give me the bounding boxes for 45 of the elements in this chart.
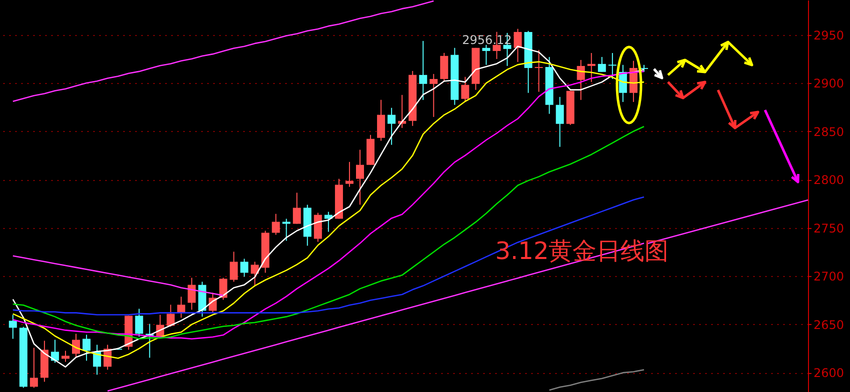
candlestick: [250, 261, 259, 286]
candlestick: [8, 314, 17, 340]
line-series: [548, 369, 645, 391]
candlestick: [272, 213, 280, 236]
y-tick-label: 2850: [814, 124, 844, 139]
candlestick: [514, 28, 522, 62]
y-tick-label: 2650: [814, 318, 844, 332]
candlestick: [534, 49, 543, 92]
candlestick: [419, 40, 428, 100]
y-tick-label: 2600: [814, 366, 844, 380]
candlestick: [461, 76, 470, 102]
y-tick-label: 2700: [814, 270, 844, 284]
candlestick: [188, 277, 196, 310]
candlestick: [608, 52, 616, 80]
candlestick: [482, 44, 490, 66]
candlestick: [282, 218, 290, 242]
line-series: [12, 0, 434, 102]
candlestick: [61, 350, 70, 362]
y-tick-label: 2800: [814, 173, 844, 188]
candlestick: [240, 258, 248, 278]
candlestick: [388, 107, 396, 146]
y-tick-label: 2900: [814, 76, 844, 91]
candlestick: [82, 334, 91, 362]
candlestick: [356, 149, 364, 206]
candlestick: [177, 296, 186, 318]
candlestick: [576, 59, 585, 100]
candlestick: [587, 52, 596, 82]
candlestick: [135, 308, 144, 338]
y-tick-label: 2950: [814, 28, 844, 42]
line-series: [12, 126, 645, 340]
candlestick: [314, 212, 322, 242]
candlestick: [30, 347, 38, 388]
candlestick: [440, 52, 448, 82]
candlestick: [230, 251, 238, 282]
candlestick: [292, 192, 301, 224]
candlestick: [598, 56, 606, 72]
candlestick: [72, 333, 80, 358]
y-tick-label: 2750: [814, 221, 844, 236]
candlestick: [430, 73, 438, 118]
candlestick: [377, 99, 386, 142]
candlestick: [556, 96, 564, 148]
candlestick: [345, 161, 354, 188]
candlestick: [166, 304, 175, 328]
candlestick: [219, 277, 228, 300]
candlestick: [50, 339, 59, 364]
